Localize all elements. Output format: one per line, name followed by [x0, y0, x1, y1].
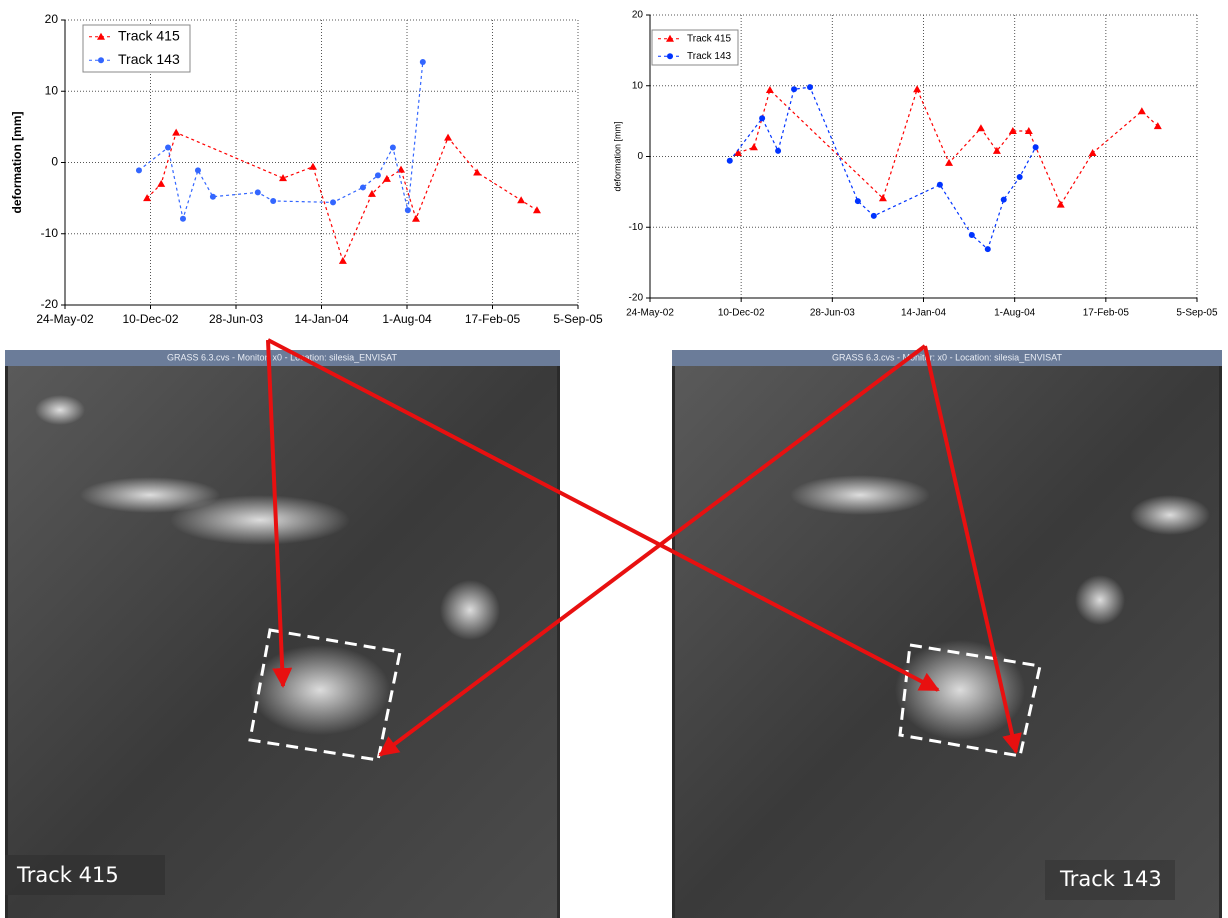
x-tick-label: 10-Dec-02: [718, 308, 765, 319]
window-title: GRASS 6.3.cvs - Monitor: x0 - Location: …: [832, 352, 1062, 362]
x-tick-label: 28-Jun-03: [810, 308, 855, 319]
marker: [255, 189, 261, 195]
x-tick-label: 28-Jun-03: [209, 312, 263, 326]
caption: Track 143: [1059, 867, 1162, 891]
marker: [98, 57, 104, 63]
y-tick-label: -10: [629, 222, 644, 233]
marker: [270, 198, 276, 204]
y-tick-label: -20: [629, 293, 644, 304]
marker: [165, 145, 171, 151]
marker: [180, 216, 186, 222]
x-tick-label: 1-Aug-04: [994, 308, 1036, 319]
bright-area: [790, 475, 930, 515]
caption: Track 415: [16, 863, 119, 887]
bright-area: [170, 495, 350, 545]
marker: [360, 184, 366, 190]
y-tick-label: 0: [51, 155, 58, 169]
marker: [985, 246, 991, 252]
marker: [390, 145, 396, 151]
marker: [667, 53, 673, 59]
legend-label: Track 415: [118, 27, 180, 43]
legend-label: Track 143: [118, 51, 180, 67]
y-tick-label: -20: [41, 297, 59, 311]
y-tick-label: 10: [632, 80, 644, 91]
marker: [759, 115, 765, 121]
y-axis-label: deformation [mm]: [612, 121, 622, 191]
marker: [210, 194, 216, 200]
bright-area: [440, 580, 500, 640]
bright-area: [1075, 575, 1125, 625]
window-title: GRASS 6.3.cvs - Monitor: x0 - Location: …: [167, 352, 397, 362]
x-tick-label: 17-Feb-05: [1083, 308, 1130, 319]
y-tick-label: 20: [632, 10, 644, 21]
marker: [855, 198, 861, 204]
marker: [969, 232, 975, 238]
marker: [937, 182, 943, 188]
page: -20 -10 0 10 20 24-May-02 10-Dec-02 28-Jun-03 14…: [0, 0, 1228, 918]
charts: -20 -10 0 10 20 24-May-02 10-Dec-02 28-Jun-03 14…: [10, 10, 1218, 327]
bright-area: [895, 640, 1025, 740]
x-tick-label: 5-Sep-05: [553, 312, 603, 326]
y-axis-label: deformation [mm]: [10, 111, 24, 213]
y-tick-label: 20: [45, 12, 59, 26]
figure: -20 -10 0 10 20 24-May-02 10-Dec-02 28-Jun-03 14…: [0, 0, 1228, 918]
marker: [136, 167, 142, 173]
x-tick-label: 14-Jan-04: [901, 308, 946, 319]
marker: [1033, 144, 1039, 150]
y-tick-label: 0: [637, 151, 643, 162]
marker: [405, 207, 411, 213]
x-tick-label: 10-Dec-02: [122, 312, 178, 326]
marker: [727, 158, 733, 164]
marker: [807, 84, 813, 90]
bright-area: [35, 395, 85, 425]
marker: [775, 148, 781, 154]
legend-label: Track 143: [687, 51, 732, 62]
x-tick-label: 24-May-02: [626, 308, 674, 319]
x-tick-label: 14-Jan-04: [294, 312, 348, 326]
x-tick-label: 24-May-02: [36, 312, 94, 326]
bright-area: [1130, 495, 1210, 535]
marker: [195, 167, 201, 173]
x-tick-label: 1-Aug-04: [382, 312, 432, 326]
marker: [1017, 174, 1023, 180]
y-tick-label: 10: [45, 83, 59, 97]
legend-label: Track 415: [687, 33, 732, 44]
x-tick-label: 5-Sep-05: [1176, 308, 1218, 319]
marker: [1001, 197, 1007, 203]
marker: [420, 59, 426, 65]
marker: [330, 199, 336, 205]
marker: [791, 86, 797, 92]
marker: [871, 213, 877, 219]
y-tick-label: -10: [41, 226, 59, 240]
x-tick-label: 17-Feb-05: [465, 312, 521, 326]
marker: [375, 172, 381, 178]
bright-area: [250, 645, 390, 735]
